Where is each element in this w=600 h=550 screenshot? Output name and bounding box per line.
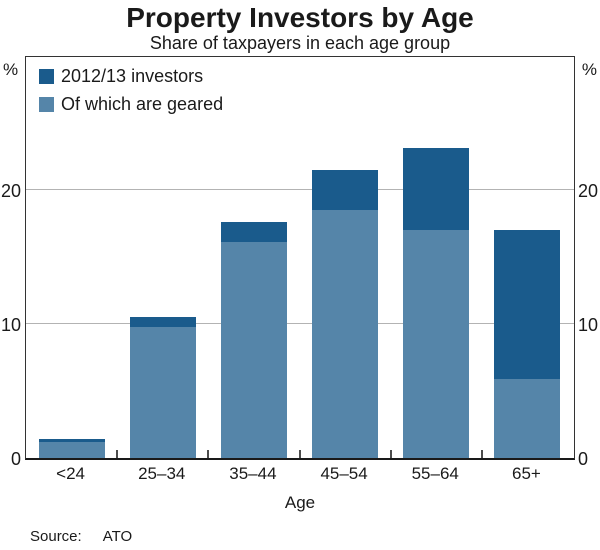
source-value: ATO	[102, 528, 133, 545]
y-tick-label-left-20: 20	[0, 181, 21, 201]
x-tick-label: 65+	[511, 464, 541, 483]
category-boundary-tick	[116, 450, 119, 458]
x-tick-label: 55–64	[411, 464, 459, 483]
bar-geared	[129, 326, 196, 458]
y-tick-label-right-0: 0	[578, 449, 589, 469]
y-tick-label-right-20: 20	[578, 181, 599, 201]
x-tick-label: 25–34	[138, 464, 186, 483]
category-boundary-tick	[389, 450, 392, 458]
bar-total	[220, 222, 287, 458]
category-boundary-tick	[207, 450, 210, 458]
bar-geared	[403, 230, 470, 458]
bar-total	[403, 148, 470, 458]
gridline-20	[26, 189, 574, 190]
x-axis-title: Age	[284, 493, 316, 512]
source-note: Source: ATO	[30, 528, 132, 545]
bar-total	[312, 169, 379, 458]
x-tick-label: 35–44	[229, 464, 277, 483]
bar-geared	[220, 242, 287, 458]
y-tick-label-left-10: 10	[0, 315, 21, 335]
y-tick-label-left-0: 0	[10, 449, 21, 469]
plot-area: 2012/13 investors Of which are geared	[25, 56, 575, 460]
gridline-10	[26, 323, 574, 324]
bar-total	[494, 230, 561, 458]
y-tick-label-right-10: 10	[578, 315, 599, 335]
legend-swatch-icon	[39, 69, 54, 84]
bar-geared	[38, 441, 105, 458]
y-axis-unit-left: %	[3, 60, 19, 79]
bar-geared	[494, 378, 561, 458]
legend-label: 2012/13 investors	[61, 66, 204, 86]
x-tick-label: <24	[56, 464, 85, 483]
category-boundary-tick	[480, 450, 483, 458]
bar-geared	[312, 210, 379, 458]
legend-label: Of which are geared	[61, 94, 224, 114]
bar-total	[129, 317, 196, 458]
chart-title: Property Investors by Age	[126, 2, 474, 33]
source-label: Source:	[30, 528, 82, 545]
category-boundary-tick	[298, 450, 301, 458]
x-tick-label: 45–54	[320, 464, 368, 483]
y-axis-unit-right: %	[581, 60, 597, 79]
legend: 2012/13 investors Of which are geared	[39, 66, 223, 122]
legend-swatch-icon	[39, 97, 54, 112]
legend-item: Of which are geared	[39, 94, 223, 115]
bar-total	[38, 439, 105, 458]
legend-item: 2012/13 investors	[39, 66, 223, 87]
chart-subtitle: Share of taxpayers in each age group	[149, 33, 451, 53]
